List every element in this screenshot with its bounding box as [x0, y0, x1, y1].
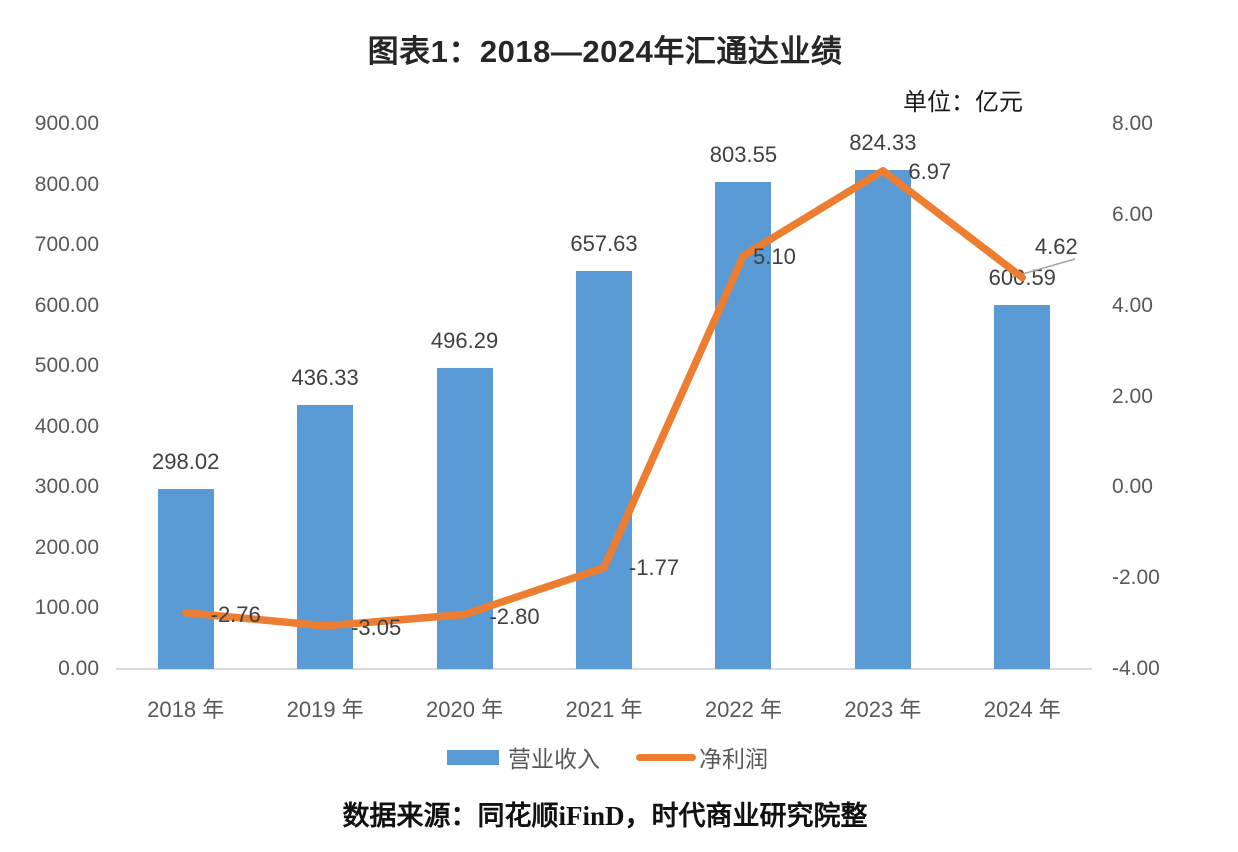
bar-2021年 — [576, 270, 632, 669]
x-axis-label: 2021 年 — [565, 697, 643, 722]
right-axis-tick: 2.00 — [1112, 384, 1153, 408]
line-value-label: 4.62 — [1034, 233, 1078, 259]
right-axis-tick: 4.00 — [1112, 293, 1153, 317]
line-value-label: -2.80 — [489, 603, 540, 629]
legend-item-revenue: 营业收入 — [447, 740, 600, 774]
chart-title: 图表1：2018—2024年汇通达业绩 — [367, 34, 843, 69]
left-axis-tick: 800.00 — [34, 172, 99, 196]
line-value-label: -2.76 — [210, 601, 261, 627]
legend-item-net-profit: 净利润 — [636, 740, 768, 774]
line-value-label: -3.05 — [351, 614, 402, 640]
bar-2024年 — [994, 305, 1051, 669]
left-axis-tick: 400.00 — [34, 414, 99, 438]
right-axis-tick: -2.00 — [1112, 566, 1160, 590]
bar-value-label: 824.33 — [849, 129, 917, 155]
x-axis-label: 2018 年 — [147, 697, 225, 722]
bar-2019年 — [297, 404, 354, 669]
bar-value-label: 436.33 — [291, 364, 359, 390]
left-axis-tick: 0.00 — [58, 657, 99, 680]
legend: 营业收入 净利润 — [447, 742, 768, 772]
left-axis-tick: 500.00 — [34, 354, 99, 378]
legend-label: 营业收入 — [508, 746, 600, 772]
left-axis-tick: 900.00 — [34, 112, 99, 135]
right-axis-tick: 6.00 — [1112, 202, 1153, 226]
right-axis-tick: 8.00 — [1112, 112, 1153, 135]
unit-note: 单位：亿元 — [903, 89, 1023, 116]
line-value-label: -1.77 — [628, 554, 680, 580]
legend-bar-swatch — [447, 749, 499, 765]
x-axis-label: 2023 年 — [844, 697, 922, 722]
bar-value-label: 657.63 — [570, 230, 638, 256]
left-axis-tick: 700.00 — [34, 233, 99, 257]
x-axis-label: 2022 年 — [704, 697, 782, 722]
legend-label: 净利润 — [699, 746, 768, 772]
left-axis-tick: 200.00 — [34, 535, 99, 559]
right-axis-tick: 0.00 — [1112, 475, 1153, 499]
bar-2023年 — [854, 169, 911, 669]
left-axis-tick: 600.00 — [34, 293, 99, 317]
bar-2018年 — [157, 488, 214, 669]
left-axis-tick: 100.00 — [34, 596, 99, 620]
left-axis-tick: 300.00 — [34, 475, 99, 499]
x-axis-label: 2024 年 — [983, 697, 1061, 722]
x-axis-label: 2020 年 — [426, 697, 504, 722]
line-value-label: 6.97 — [908, 158, 952, 184]
bar-value-label: 600.59 — [988, 265, 1056, 291]
bar-value-label: 803.55 — [709, 142, 778, 168]
right-axis-tick: -4.00 — [1112, 657, 1160, 680]
x-axis-label: 2019 年 — [286, 697, 364, 722]
bar-value-label: 496.29 — [430, 328, 499, 354]
bar-2020年 — [436, 368, 493, 669]
bar-value-label: 298.02 — [152, 448, 220, 474]
x-axis-line — [116, 668, 1092, 670]
legend-line-swatch — [636, 753, 696, 761]
line-value-label: 5.10 — [753, 243, 796, 269]
source-note: 数据来源：同花顺iFinD，时代商业研究院整 — [342, 801, 868, 831]
